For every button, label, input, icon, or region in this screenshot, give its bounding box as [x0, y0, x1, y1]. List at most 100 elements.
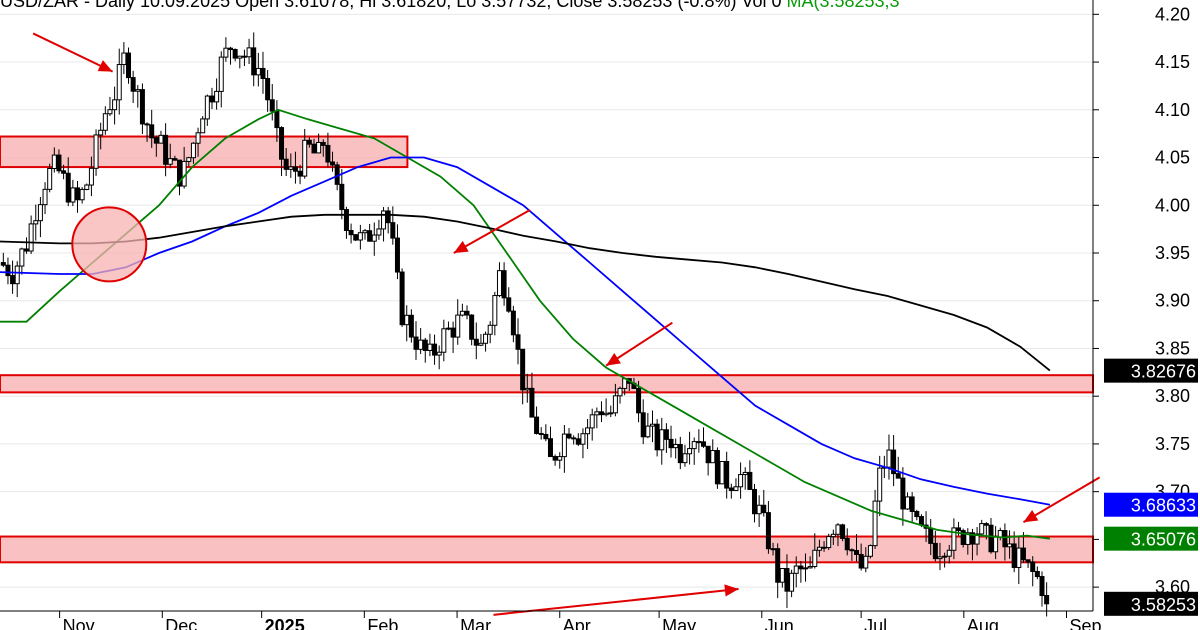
- candle-body: [895, 473, 901, 479]
- candle-body: [969, 532, 975, 545]
- candle-body: [863, 555, 869, 569]
- candle-body: [47, 168, 53, 190]
- candle-body: [649, 423, 655, 427]
- y-tick-label: 4.20: [1155, 4, 1190, 24]
- annotation-circle: [71, 206, 148, 283]
- candle-body: [580, 433, 586, 445]
- moving-average-lines: [0, 108, 1051, 540]
- candle-body: [965, 532, 971, 545]
- annotation-circles: [71, 206, 148, 283]
- candle-body: [292, 166, 298, 172]
- price-tag-box: [1104, 526, 1198, 551]
- candle-body: [422, 339, 428, 351]
- annotation-arrow-head: [1023, 509, 1039, 523]
- candle-body: [506, 297, 512, 312]
- candle-body: [844, 537, 850, 551]
- candle-body: [126, 52, 132, 79]
- candle-body: [1011, 543, 1017, 568]
- candle-body: [979, 523, 985, 535]
- annotation-arrow-shaft: [1022, 476, 1101, 524]
- candle-body: [510, 310, 516, 336]
- x-tick-label: Feb: [367, 616, 398, 630]
- annotation-arrow-head: [453, 240, 469, 253]
- moving-average-line: [0, 213, 1051, 372]
- candle-body: [682, 453, 688, 464]
- candle-body: [561, 433, 567, 458]
- candle-body: [14, 265, 20, 285]
- candle-body: [255, 67, 261, 76]
- candle-body: [960, 530, 966, 545]
- candle-body: [622, 378, 628, 389]
- candle-body: [529, 387, 535, 418]
- candle-body: [784, 568, 790, 592]
- x-axis-ticks: Nov Dec 2025 Feb Mar Apr May Jun Jul Aug Sep: [59, 611, 1102, 630]
- candle-body: [459, 310, 465, 316]
- candle-body: [594, 411, 600, 416]
- candle-body: [793, 565, 799, 574]
- candle-body: [399, 271, 405, 326]
- candlestick-series: [0, 32, 1050, 617]
- candle-body: [343, 209, 349, 232]
- candle-body: [1039, 576, 1045, 597]
- candle-body: [566, 433, 572, 439]
- annotation-arrow-shaft: [32, 32, 114, 73]
- candle-body: [139, 89, 145, 125]
- candle-body: [33, 220, 39, 225]
- candle-body: [821, 546, 827, 549]
- candle-body: [209, 95, 215, 103]
- candle-body: [357, 232, 363, 241]
- candle-body: [946, 549, 952, 557]
- candle-body: [886, 449, 892, 468]
- candle-body: [478, 342, 484, 346]
- candle-body: [455, 314, 461, 338]
- candle-body: [557, 456, 563, 461]
- x-tick-label: Jul: [864, 616, 887, 630]
- candle-body: [153, 137, 159, 144]
- support-resistance-zone: [0, 374, 1094, 394]
- y-tick-label: 4.10: [1155, 100, 1190, 120]
- candle-body: [928, 527, 934, 544]
- candle-body: [1020, 547, 1026, 561]
- candle-body: [436, 351, 442, 356]
- candle-body: [654, 423, 660, 451]
- candle-body: [534, 416, 540, 434]
- candle-body: [42, 188, 48, 206]
- gridlines: [0, 13, 1093, 588]
- candle-body: [381, 210, 387, 230]
- candle-body: [316, 141, 322, 154]
- candle-body: [353, 234, 359, 241]
- candle-body: [1044, 595, 1050, 605]
- candle-body: [993, 536, 999, 553]
- candle-body: [274, 110, 280, 129]
- candle-body: [0, 262, 6, 266]
- candle-body: [1007, 543, 1013, 548]
- candle-body: [306, 139, 312, 145]
- candle-body: [807, 566, 813, 569]
- candle-body: [742, 471, 748, 476]
- candle-body: [765, 512, 771, 550]
- candle-body: [617, 387, 623, 397]
- candle-body: [1016, 547, 1022, 568]
- candle-body: [552, 456, 558, 461]
- price-tags: 3.82676 3.68633 3.65076 3.58253: [1104, 358, 1198, 616]
- candle-body: [394, 237, 400, 273]
- candle-body: [942, 555, 948, 558]
- y-tick-label: 3.85: [1155, 338, 1190, 358]
- candle-body: [492, 295, 498, 326]
- header-text: USD/ZAR - Daily 10.09.2025 Open 3.61078,…: [0, 0, 787, 11]
- candle-body: [297, 170, 303, 177]
- x-tick-label: Nov: [63, 616, 95, 630]
- support-resistance-zone: [0, 535, 1094, 564]
- candle-body: [371, 234, 377, 242]
- candle-body: [390, 222, 396, 239]
- candle-body: [237, 55, 243, 59]
- candle-body: [241, 55, 247, 58]
- x-tick-label: Apr: [563, 616, 591, 630]
- candle-body: [93, 134, 99, 169]
- candle-body: [608, 412, 614, 415]
- chart-header: USD/ZAR - Daily 10.09.2025 Open 3.61078,…: [0, 0, 900, 12]
- y-tick-label: 3.95: [1155, 243, 1190, 263]
- price-tag-label: 3.58253: [1131, 595, 1196, 615]
- candle-body: [918, 516, 924, 526]
- candle-body: [23, 248, 29, 252]
